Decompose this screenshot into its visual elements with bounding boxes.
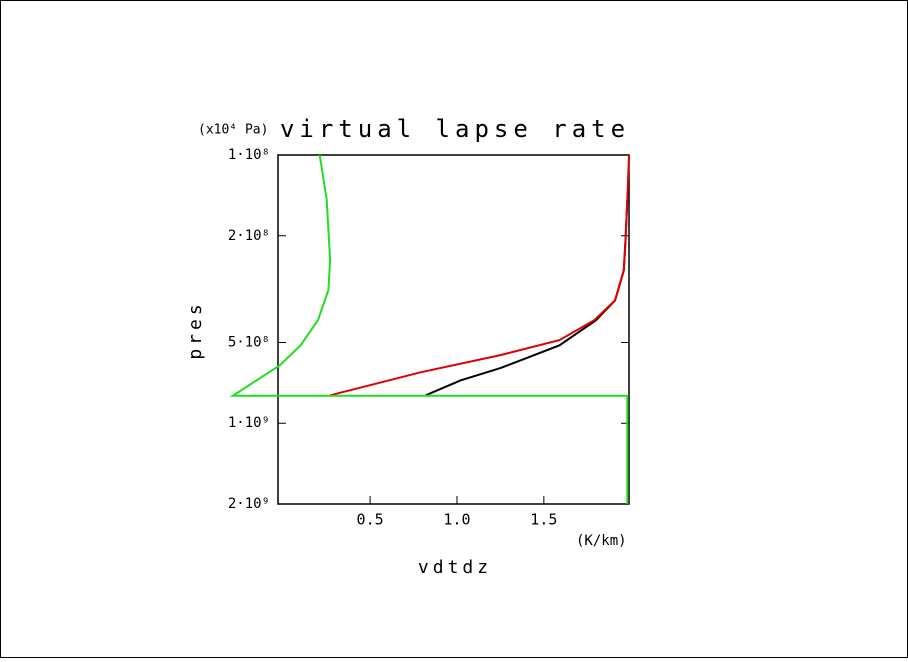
y-tick-label: 1·10⁸ <box>228 147 270 163</box>
x-tick-label: 0.5 <box>357 511 384 529</box>
x-unit-label: (K/km) <box>576 533 627 549</box>
y-tick-label: 1·10⁹ <box>228 415 270 431</box>
y-tick-label: 2·10⁸ <box>228 228 270 244</box>
y-unit-label: (x10⁴ Pa) <box>198 123 268 138</box>
line-series <box>229 154 629 504</box>
y-axis-label: pres <box>185 300 206 359</box>
chart-title: virtual lapse rate <box>280 115 630 143</box>
x-tick-label: 1.5 <box>530 511 557 529</box>
y-tick-label: 5·10⁸ <box>228 334 270 350</box>
x-axis-label: vdtdz <box>418 557 492 578</box>
y-tick-label: 2·10⁹ <box>228 496 270 512</box>
x-tick-label: 1.0 <box>443 511 470 529</box>
line-series <box>329 154 630 397</box>
plot-frame <box>277 154 630 505</box>
